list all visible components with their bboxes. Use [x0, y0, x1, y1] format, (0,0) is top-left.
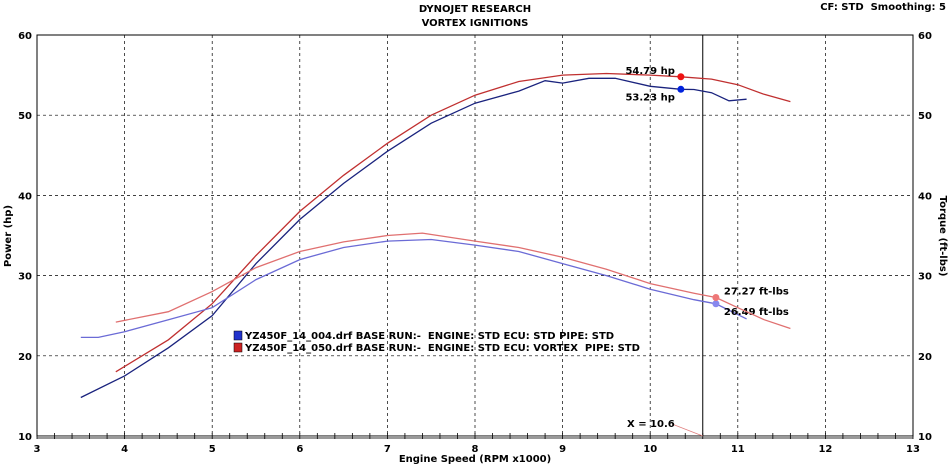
x-tick-label: 13 — [906, 444, 920, 455]
y-axis-label: Power (hp) — [3, 205, 14, 267]
y-tick-label: 20 — [18, 352, 32, 363]
x-tick-label: 12 — [818, 444, 832, 455]
correction-info: CF: STD Smoothing: 5 — [820, 2, 946, 13]
series-marker-label: 54.79 hp — [625, 66, 674, 77]
y2-tick-label: 30 — [918, 272, 932, 283]
series-marker-label: 27.27 ft-lbs — [724, 286, 789, 297]
legend-entry: YZ450F_14_004.drf BASE RUN:- ENGINE: STD… — [244, 331, 614, 342]
legend: YZ450F_14_004.drf BASE RUN:- ENGINE: STD… — [233, 330, 640, 354]
x-axis-label: Engine Speed (RPM x1000) — [399, 454, 551, 465]
y2-tick-label: 10 — [918, 432, 932, 443]
legend-entry: YZ450F_14_050.drf BASE RUN:- ENGINE: STD… — [244, 343, 640, 354]
x-tick-label: 4 — [121, 444, 128, 455]
y2-tick-label: 50 — [918, 111, 932, 122]
series-marker — [677, 73, 685, 81]
y-tick-label: 10 — [18, 432, 32, 443]
y-tick-label: 30 — [18, 272, 32, 283]
y-tick-label: 50 — [18, 111, 32, 122]
y2-axis-label: Torque (ft-lbs) — [937, 196, 948, 277]
x-tick-label: 9 — [559, 444, 566, 455]
grid — [37, 35, 913, 436]
x-tick-label: 11 — [731, 444, 745, 455]
series-marker-label: 53.23 hp — [625, 92, 674, 103]
series-line — [80, 238, 747, 339]
y2-tick-label: 60 — [918, 31, 932, 42]
x-tick-label: 6 — [296, 444, 303, 455]
x-tick-label: 7 — [384, 444, 391, 455]
y-tick-label: 60 — [18, 31, 32, 42]
legend-swatch-red — [233, 342, 243, 353]
x-tick-label: 8 — [472, 444, 479, 455]
x-tick-label: 5 — [209, 444, 216, 455]
legend-swatch-blue — [233, 330, 243, 341]
series-line — [115, 232, 791, 330]
x-tick-label: 10 — [643, 444, 657, 455]
y2-tick-label: 40 — [918, 191, 932, 202]
y2-tick-label: 20 — [918, 352, 932, 363]
x-tick-label: 3 — [34, 444, 41, 455]
series-marker — [677, 85, 685, 93]
chart-subtitle: VORTEX IGNITIONS — [422, 18, 529, 29]
series-layer: 53.23 hp 54.79 hp 26.49 ft-lbs 27.27 ft-lbs — [80, 66, 791, 399]
series-marker — [712, 300, 720, 308]
cursor-pointer-line — [671, 423, 703, 437]
series-marker — [712, 293, 720, 301]
chart-title: DYNOJET RESEARCH — [419, 4, 531, 15]
series-line — [115, 72, 791, 373]
cursor-label: X = 10.6 — [627, 419, 675, 430]
series-marker-label: 26.49 ft-lbs — [724, 307, 789, 318]
y-tick-label: 40 — [18, 191, 32, 202]
